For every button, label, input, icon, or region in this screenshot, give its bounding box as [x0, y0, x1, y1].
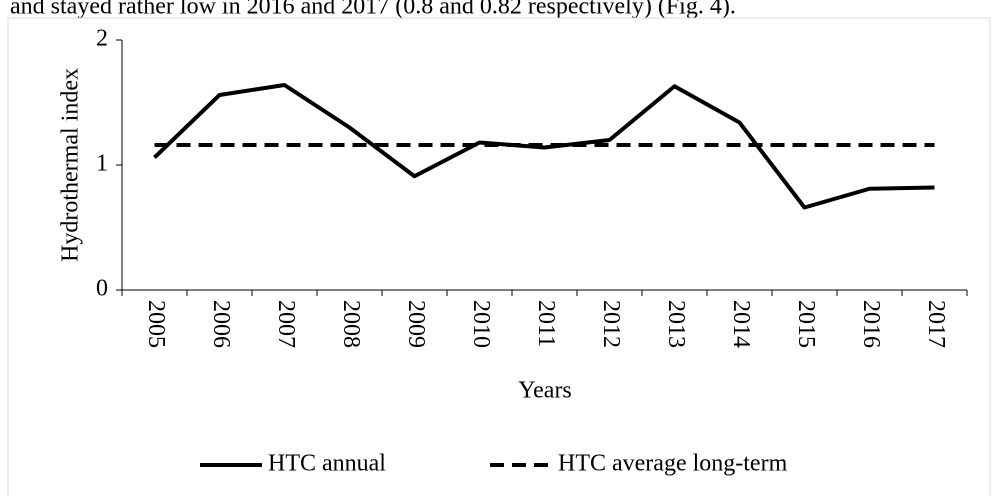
- x-tick-label: 2013: [663, 300, 689, 348]
- x-tick-label: 2005: [143, 300, 169, 348]
- y-tick-label: 2: [96, 26, 108, 52]
- line-series: [153, 83, 935, 210]
- legend-label: HTC average long-term: [558, 451, 788, 477]
- chart-frame: [7, 17, 991, 496]
- legend-label: HTC annual: [268, 451, 386, 477]
- x-tick-label: 2010: [468, 300, 494, 348]
- x-tick-label: 2009: [403, 300, 429, 348]
- y-axis-title: Hydrothermal index: [58, 68, 84, 262]
- x-tick-label: 2008: [338, 300, 364, 348]
- x-tick-label: 2015: [793, 300, 819, 348]
- x-tick-label: 2014: [728, 300, 754, 348]
- x-tick-label: 2012: [598, 300, 624, 348]
- y-tick-label: 0: [96, 276, 108, 302]
- caption-text: and stayed rather low in 2016 and 2017 (…: [10, 0, 736, 20]
- x-tick-label: 2011: [533, 300, 559, 347]
- x-tick-label: 2006: [208, 300, 234, 348]
- y-tick-label: 1: [96, 151, 108, 177]
- x-axis-title: Years: [518, 378, 572, 404]
- x-tick-label: 2017: [923, 300, 949, 348]
- x-tick-label: 2016: [858, 300, 884, 348]
- x-tick-label: 2007: [273, 300, 299, 348]
